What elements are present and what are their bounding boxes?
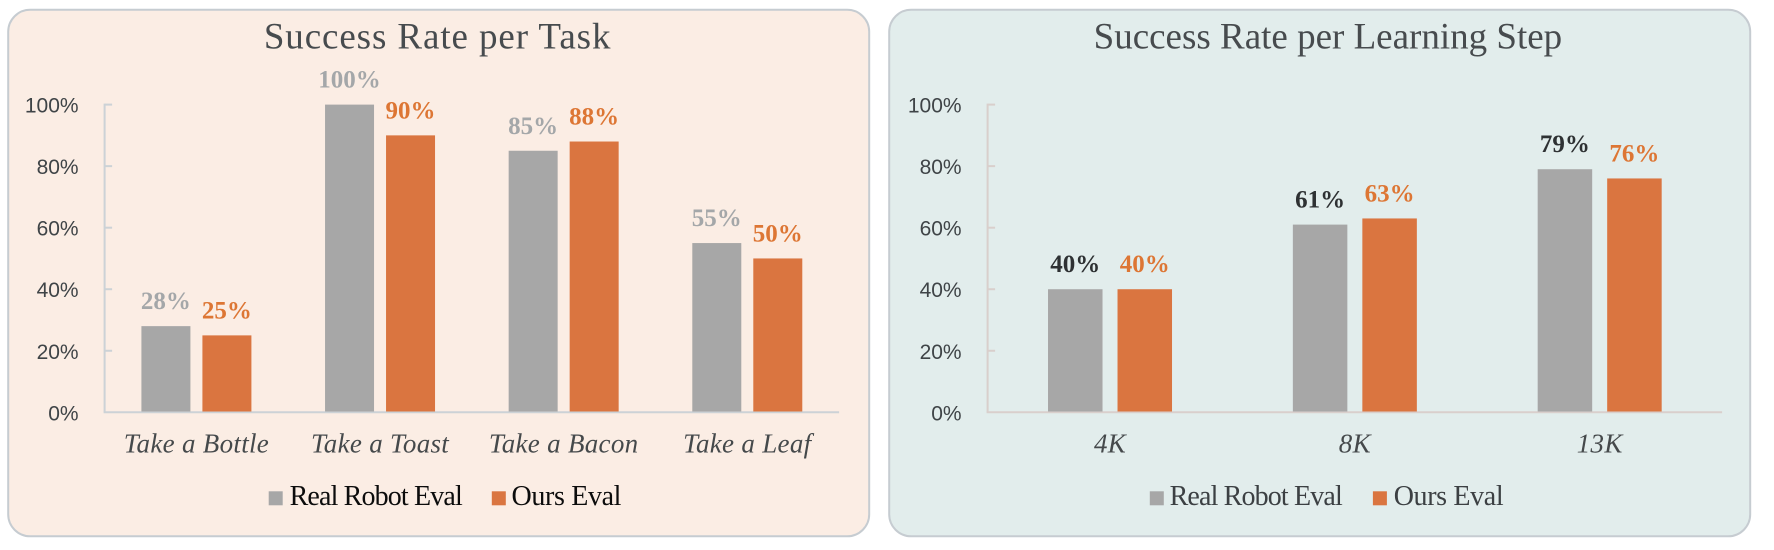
svg-text:61%: 61%: [1295, 187, 1345, 214]
svg-text:76%: 76%: [1609, 140, 1659, 167]
svg-text:100%: 100%: [25, 95, 79, 118]
svg-text:60%: 60%: [37, 218, 79, 241]
svg-text:88%: 88%: [569, 104, 619, 131]
svg-text:Take a Bottle: Take a Bottle: [124, 429, 269, 459]
svg-text:Real Robot Eval: Real Robot Eval: [290, 481, 463, 512]
svg-text:79%: 79%: [1540, 131, 1590, 158]
svg-text:Ours Eval: Ours Eval: [512, 481, 622, 512]
svg-text:Take a Bacon: Take a Bacon: [489, 429, 639, 459]
svg-text:Ours Eval: Ours Eval: [1394, 481, 1504, 512]
svg-text:20%: 20%: [920, 341, 962, 364]
svg-text:Success Rate per Task: Success Rate per Task: [264, 16, 612, 57]
svg-text:8K: 8K: [1339, 429, 1373, 459]
svg-text:100%: 100%: [908, 95, 962, 118]
svg-text:0%: 0%: [931, 402, 961, 425]
svg-text:0%: 0%: [48, 402, 78, 425]
svg-text:60%: 60%: [920, 218, 962, 241]
svg-text:40%: 40%: [920, 279, 962, 302]
svg-text:28%: 28%: [141, 288, 191, 315]
svg-text:90%: 90%: [386, 97, 436, 124]
svg-text:Success Rate per Learning Step: Success Rate per Learning Step: [1094, 16, 1563, 57]
svg-text:50%: 50%: [753, 220, 803, 247]
svg-text:4K: 4K: [1094, 429, 1128, 459]
svg-text:Real Robot Eval: Real Robot Eval: [1170, 481, 1343, 512]
svg-text:20%: 20%: [37, 341, 79, 364]
svg-text:63%: 63%: [1365, 180, 1415, 207]
svg-text:80%: 80%: [920, 156, 962, 179]
svg-text:13K: 13K: [1577, 429, 1625, 459]
svg-text:80%: 80%: [37, 156, 79, 179]
svg-text:40%: 40%: [1120, 251, 1170, 278]
svg-text:55%: 55%: [692, 205, 742, 232]
svg-text:85%: 85%: [508, 113, 558, 140]
svg-text:Take a Leaf: Take a Leaf: [683, 429, 815, 459]
svg-text:25%: 25%: [202, 297, 252, 324]
svg-text:100%: 100%: [318, 67, 381, 94]
svg-text:40%: 40%: [37, 279, 79, 302]
svg-text:40%: 40%: [1050, 251, 1100, 278]
svg-text:Take a Toast: Take a Toast: [311, 429, 450, 459]
